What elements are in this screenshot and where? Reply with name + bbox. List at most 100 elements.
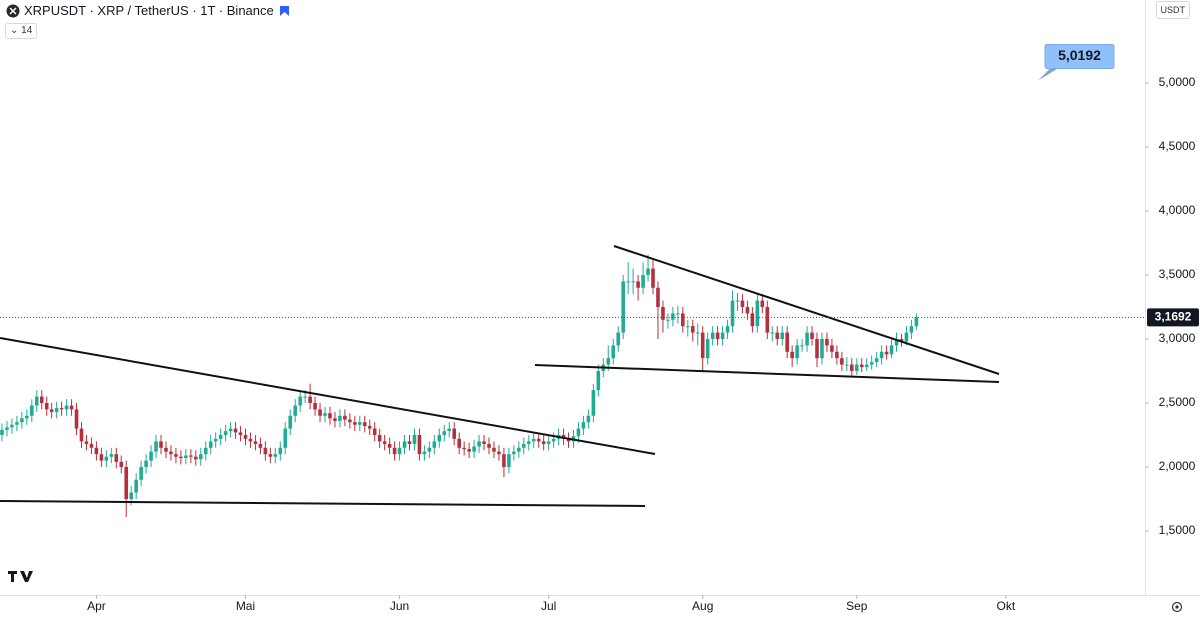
candle-body xyxy=(914,317,919,327)
y-tick-label: 5,0000 xyxy=(1159,75,1196,89)
candle-body xyxy=(218,434,223,439)
candle-body xyxy=(467,449,471,452)
candle-body xyxy=(442,431,447,435)
indicator-value[interactable]: 14 xyxy=(21,25,33,36)
candle-body xyxy=(353,422,357,425)
candle-body xyxy=(402,441,407,448)
candle-body xyxy=(109,454,114,457)
candle-body xyxy=(298,396,302,406)
candle-body xyxy=(273,454,278,457)
y-tick-label: 1,5000 xyxy=(1159,523,1196,537)
candle-body xyxy=(338,415,342,421)
candle-body xyxy=(15,422,19,425)
trendline xyxy=(534,364,1000,383)
candle-body xyxy=(283,428,288,448)
candle-body xyxy=(745,306,750,314)
candle-body xyxy=(328,413,332,419)
candle-body xyxy=(20,418,24,423)
candle-body xyxy=(616,332,621,346)
candle-body xyxy=(253,441,258,444)
candle-body xyxy=(780,332,785,339)
candle-body xyxy=(720,332,725,339)
candle-body xyxy=(725,326,730,333)
settings-icon-dot[interactable] xyxy=(1175,605,1179,609)
candle-body xyxy=(5,427,9,430)
candle-body xyxy=(49,409,54,412)
candle-body xyxy=(79,428,84,442)
candle-body xyxy=(894,338,899,346)
candle-body xyxy=(730,300,735,327)
candle-body xyxy=(44,402,49,410)
symbol-title[interactable]: XRPUSDT · XRP / TetherUS · 1T · Binance xyxy=(24,3,274,18)
candle-body xyxy=(874,358,879,363)
callout-label: 5,0192 xyxy=(1058,47,1101,63)
candle-body xyxy=(536,438,541,442)
settings-icon[interactable] xyxy=(1171,601,1183,613)
candle-body xyxy=(656,287,660,307)
candle-body xyxy=(750,313,755,327)
candle-body xyxy=(288,415,293,429)
candle-body xyxy=(208,441,213,448)
y-tick-label: 4,0000 xyxy=(1159,203,1196,217)
candle-body xyxy=(596,370,601,391)
symbol-header[interactable]: XRPUSDT · XRP / TetherUS · 1T · Binance xyxy=(6,3,290,18)
candle-body xyxy=(641,274,645,288)
candle-body xyxy=(248,438,253,442)
candle-body xyxy=(710,332,715,339)
candle-body xyxy=(685,326,690,328)
candle-body xyxy=(0,429,4,435)
candle-body xyxy=(497,451,501,455)
candle-body xyxy=(154,441,158,452)
settings-icon-ring[interactable] xyxy=(1171,601,1183,613)
candle-body xyxy=(546,441,551,444)
callout-pointer xyxy=(1038,68,1058,81)
candle-body xyxy=(472,446,476,452)
candle-body xyxy=(30,405,34,416)
candle-body xyxy=(447,428,452,432)
candle-body xyxy=(303,396,307,398)
candle-body xyxy=(343,415,347,420)
candle-body xyxy=(84,441,89,444)
candle-body xyxy=(452,428,457,439)
candle-body xyxy=(258,443,263,448)
candle-body xyxy=(482,441,486,444)
candle-body xyxy=(194,456,198,460)
flag-shape[interactable] xyxy=(279,5,289,16)
x-tick-label: Jul xyxy=(541,599,556,613)
candle-body xyxy=(318,409,322,416)
candle-body xyxy=(213,438,218,442)
flag-icon[interactable] xyxy=(278,5,290,17)
x-tick-label: Mai xyxy=(236,599,255,613)
candle-body xyxy=(492,447,496,452)
candle-body xyxy=(308,396,312,403)
indicator-chip[interactable]: ⌄ 14 xyxy=(5,23,38,39)
candle-body xyxy=(690,326,695,333)
candle-body xyxy=(840,358,844,365)
candle-body xyxy=(477,441,481,447)
candle-body xyxy=(407,441,412,444)
currency-label[interactable]: USDT xyxy=(1160,5,1186,15)
candle-body xyxy=(358,422,362,425)
candle-body xyxy=(611,345,616,359)
candle-body xyxy=(99,454,104,461)
candle-body xyxy=(581,422,586,429)
candle-body xyxy=(114,454,119,462)
candle-body xyxy=(159,441,163,448)
candle-body xyxy=(119,461,124,467)
currency-button[interactable]: USDT xyxy=(1155,1,1190,19)
candle-body xyxy=(800,345,804,347)
candle-body xyxy=(760,300,765,307)
candle-body xyxy=(457,438,461,448)
candle-body xyxy=(845,364,849,366)
candle-body xyxy=(879,351,884,359)
candle-body xyxy=(854,364,859,371)
candle-body xyxy=(700,332,705,359)
candle-body xyxy=(705,338,710,359)
candle-body xyxy=(526,441,531,444)
price-label: 3,1692 xyxy=(1155,309,1192,323)
candle-body xyxy=(323,413,327,416)
candle-body xyxy=(521,443,526,448)
candle-body xyxy=(795,345,799,359)
candle-body xyxy=(54,408,59,412)
